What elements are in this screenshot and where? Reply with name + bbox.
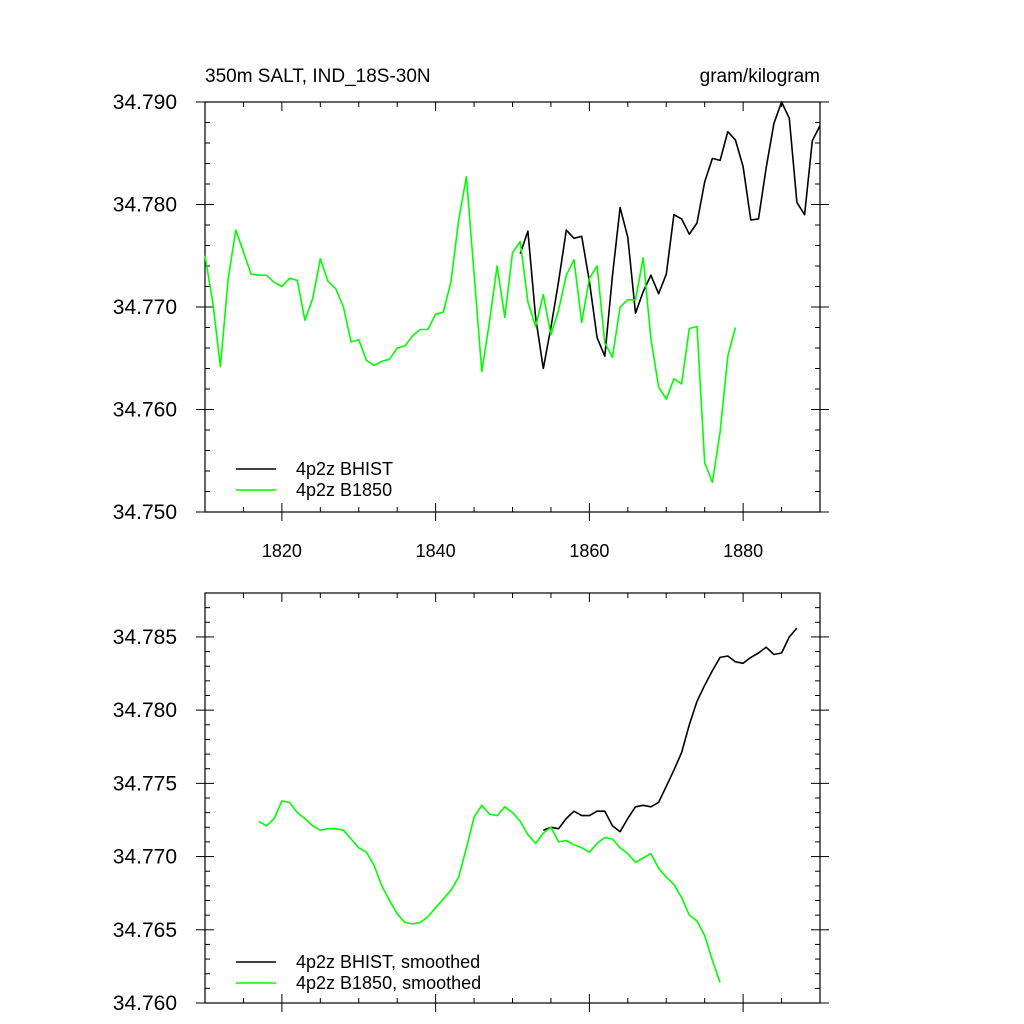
y-tick-label: 34.770 <box>113 296 177 319</box>
legend-label-2: 4p2z B1850, smoothed <box>296 973 481 993</box>
y-tick-label: 34.765 <box>113 919 177 942</box>
y-tick-label: 34.780 <box>113 699 177 722</box>
chart-title-right: gram/kilogram <box>700 66 820 87</box>
y-tick-label: 34.780 <box>113 194 177 217</box>
x-tick-label: 1880 <box>723 541 763 561</box>
chart-panel-1: 1820 1840 1860 1880 34.750 34.760 34.770 34.780… <box>113 66 829 561</box>
plot-frame <box>204 592 821 1004</box>
y-tick-label: 34.775 <box>113 772 177 795</box>
series-line-2 <box>258 800 721 983</box>
legend-label-1: 4p2z BHIST, smoothed <box>296 952 480 972</box>
chart-panel-2: 34.760 34.765 34.770 34.775 34.780 34.785 4p2z… <box>113 592 829 1015</box>
x-tick-label: 1820 <box>262 541 302 561</box>
plot-frame <box>204 101 821 513</box>
series-line-1 <box>543 627 798 833</box>
y-tick-label: 34.770 <box>113 846 177 869</box>
series-line-2 <box>204 176 737 484</box>
series-line-1 <box>519 101 821 370</box>
y-tick-label: 34.760 <box>113 399 177 422</box>
x-tick-label: 1840 <box>416 541 456 561</box>
x-tick-label: 1860 <box>569 541 609 561</box>
y-tick-label: 34.790 <box>113 91 177 114</box>
y-tick-label: 34.785 <box>113 626 177 649</box>
legend-label-1: 4p2z BHIST <box>296 459 393 479</box>
chart-title-left: 350m SALT, IND_18S-30N <box>205 66 431 87</box>
y-tick-label: 34.760 <box>113 992 177 1015</box>
y-tick-label: 34.750 <box>113 501 177 524</box>
legend-label-2: 4p2z B1850 <box>296 480 392 500</box>
